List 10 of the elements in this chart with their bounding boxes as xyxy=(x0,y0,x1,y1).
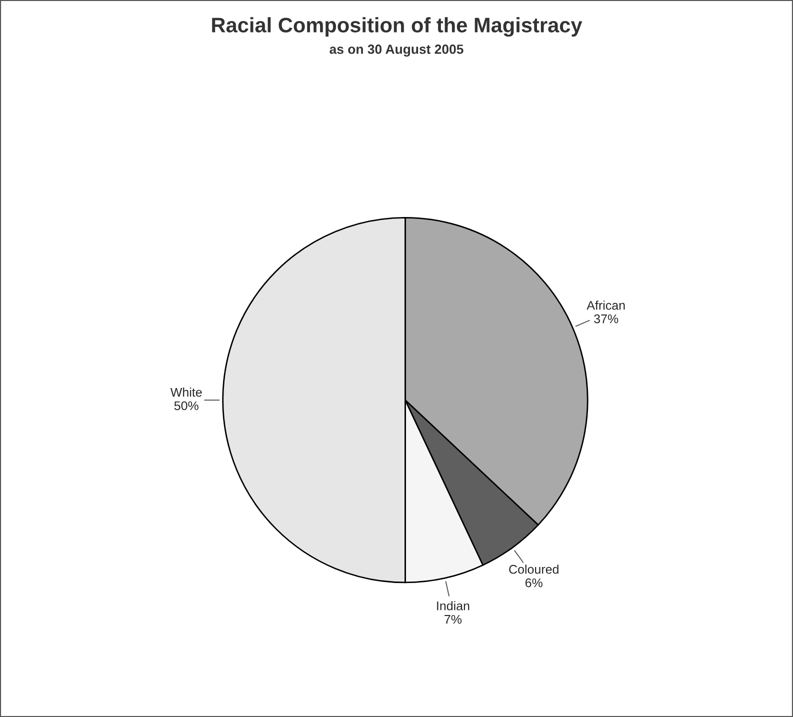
chart-title: Racial Composition of the Magistracy xyxy=(212,17,582,37)
data-label: 6% xyxy=(525,578,542,588)
slice-label: Indian xyxy=(437,601,470,610)
slice-label: Coloured xyxy=(509,564,558,574)
data-label: 37% xyxy=(594,314,618,324)
slice-label: African xyxy=(586,300,625,310)
data-label: 7% xyxy=(444,614,462,624)
slice-label: White xyxy=(170,388,202,397)
chart-subtitle: as on 30 August 2005 xyxy=(330,44,464,57)
data-label: 50% xyxy=(174,401,198,410)
